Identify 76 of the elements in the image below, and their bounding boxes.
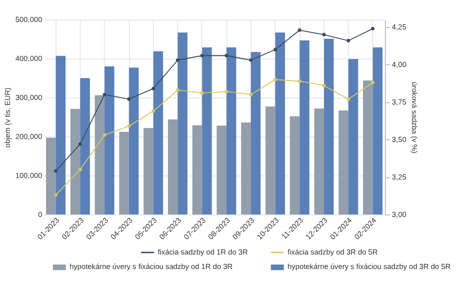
point xyxy=(298,28,302,32)
point xyxy=(224,54,228,58)
point xyxy=(176,88,180,92)
y-tick-label: 300,000 xyxy=(15,92,42,102)
bar xyxy=(324,38,334,214)
bar xyxy=(275,32,285,214)
bar xyxy=(144,128,154,214)
bar xyxy=(168,119,178,214)
y-tick-label: 100,000 xyxy=(15,170,42,180)
y2-tick-label: 3,75 xyxy=(392,97,406,106)
point xyxy=(322,84,326,88)
bar xyxy=(314,108,324,214)
bar xyxy=(56,56,66,214)
point xyxy=(322,32,326,36)
point xyxy=(54,193,58,197)
point xyxy=(249,92,253,96)
point xyxy=(273,78,277,82)
point xyxy=(127,124,131,128)
bar xyxy=(348,59,358,214)
bar xyxy=(216,126,226,214)
point xyxy=(200,54,204,58)
point xyxy=(102,133,106,137)
bar xyxy=(70,108,80,214)
y2-tick-label: 3,00 xyxy=(392,210,406,219)
bar xyxy=(202,47,212,214)
point xyxy=(371,26,374,30)
y-tick-label: 200,000 xyxy=(15,132,42,141)
y-tick-label: 500,000 xyxy=(15,14,42,24)
point xyxy=(371,80,374,84)
legend-label: fixácia sadzby od 3R do 5R xyxy=(288,247,378,256)
bar xyxy=(300,40,310,214)
y2-tick-label: 3,50 xyxy=(392,134,406,144)
point xyxy=(298,79,302,83)
y2-tick-label: 4,00 xyxy=(392,60,406,69)
bar xyxy=(192,125,202,214)
y2-axis-title: úroková sadzba (v %) xyxy=(410,82,419,154)
bar xyxy=(128,68,139,214)
bar xyxy=(363,80,373,214)
bar xyxy=(119,132,129,214)
point xyxy=(152,109,156,113)
point xyxy=(176,58,180,62)
point xyxy=(200,91,204,95)
point xyxy=(273,48,277,52)
line-series xyxy=(54,78,374,197)
point xyxy=(346,38,350,42)
bar xyxy=(178,32,188,214)
point xyxy=(78,142,82,146)
bar xyxy=(153,51,164,214)
point xyxy=(346,97,350,101)
point xyxy=(102,92,106,96)
y-tick-label: 0 xyxy=(38,210,42,219)
bar xyxy=(241,122,251,214)
point xyxy=(54,169,58,173)
y-tick-label: 400,000 xyxy=(15,54,42,63)
bar xyxy=(265,106,276,214)
point xyxy=(78,168,82,172)
bar xyxy=(226,47,236,214)
bar xyxy=(250,52,261,214)
legend-label: fixácia sadzby od 1R do 3R xyxy=(158,247,248,256)
bar xyxy=(338,110,348,214)
bar xyxy=(80,78,90,214)
legend-label: hypotekárne úvery s fixáciou sadzby od 3R do 5R xyxy=(288,262,451,272)
bar xyxy=(94,95,105,214)
y2-tick-label: 4,25 xyxy=(392,22,406,32)
point xyxy=(224,90,228,94)
point xyxy=(127,97,131,101)
y-axis-title: objem (v tis. EUR) xyxy=(2,87,12,148)
legend-label: hypotekárne úvery s fixáciou sadzby od 1R do 3R xyxy=(70,262,233,272)
bar xyxy=(290,116,300,214)
bar xyxy=(372,47,383,214)
point xyxy=(249,58,253,62)
point xyxy=(152,86,156,90)
line-series xyxy=(54,26,374,173)
bar xyxy=(104,66,114,214)
bar xyxy=(46,138,56,214)
y2-tick-label: 3,25 xyxy=(392,172,406,182)
